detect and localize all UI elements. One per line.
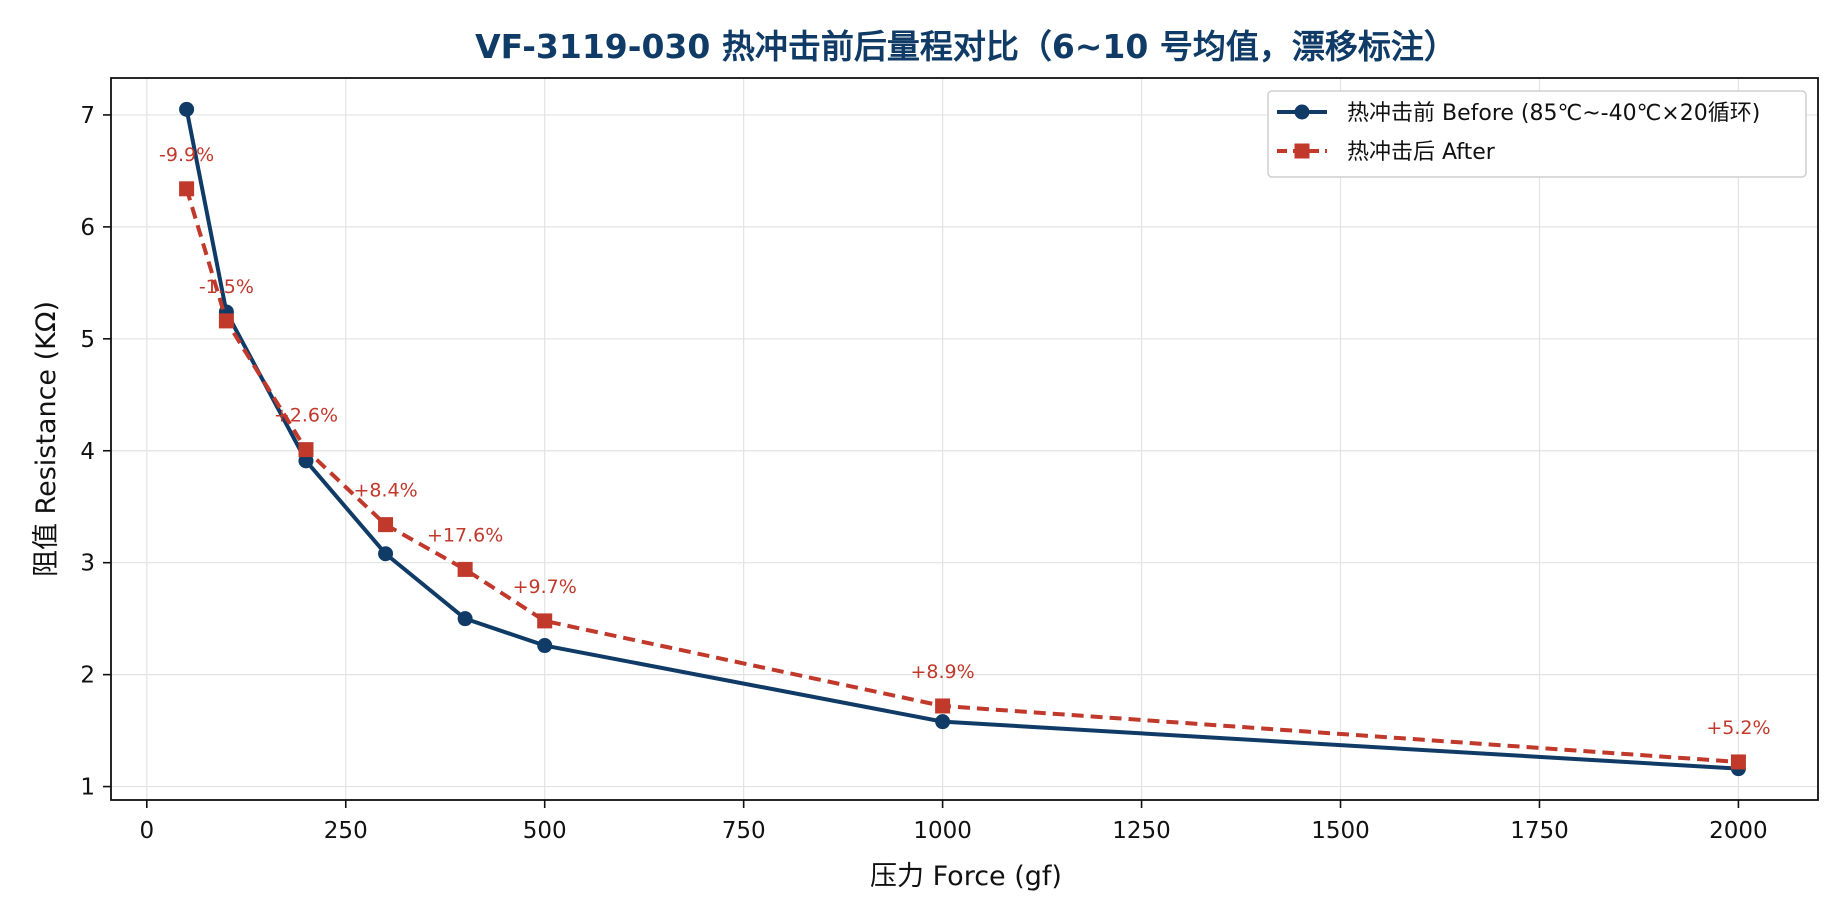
data-point-after — [935, 698, 951, 714]
y-tick-label: 7 — [80, 103, 95, 129]
series-layer — [179, 101, 1746, 777]
data-point-after — [537, 613, 553, 629]
data-point-after — [378, 517, 394, 533]
data-point-after — [298, 442, 314, 458]
legend-label-before: 热冲击前 Before (85℃~-40℃×20循环) — [1347, 101, 1760, 126]
drift-annotation: +9.7% — [513, 576, 577, 598]
drift-annotations: -9.9% -1.5% +2.6% +8.4% +17.6% +9.7% +8.9% +5.2… — [159, 144, 1770, 739]
x-tick-label: 1000 — [913, 818, 972, 844]
data-point-after — [1730, 754, 1746, 770]
series-line-after — [184, 188, 1739, 764]
y-tick-label: 5 — [80, 327, 95, 353]
y-tick-label: 6 — [80, 215, 95, 241]
drift-annotation: +5.2% — [1706, 717, 1770, 739]
drift-annotation: +17.6% — [427, 524, 503, 546]
y-axis-ticks: 1 2 3 4 5 6 7 — [80, 103, 111, 801]
data-point-before — [179, 101, 195, 117]
x-axis-ticks: 0 250 500 750 1000 1250 1500 1750 2000 — [139, 800, 1768, 844]
series-line-before — [184, 108, 1739, 771]
drift-annotation: -1.5% — [199, 276, 254, 298]
y-axis-label: 阻值 Resistance (KΩ) — [31, 301, 62, 577]
data-point-after — [179, 181, 195, 197]
y-tick-label: 4 — [80, 439, 95, 465]
x-tick-label: 1250 — [1112, 818, 1171, 844]
x-axis-label: 压力 Force (gf) — [870, 861, 1062, 892]
data-point-after — [218, 313, 234, 329]
legend-marker-before — [1294, 104, 1310, 120]
drift-annotation: -9.9% — [159, 144, 214, 166]
x-tick-label: 1500 — [1311, 818, 1370, 844]
x-tick-label: 250 — [324, 818, 368, 844]
drift-annotation: +2.6% — [274, 405, 338, 427]
x-tick-label: 500 — [523, 818, 567, 844]
data-point-before — [935, 714, 951, 730]
drift-annotation: +8.9% — [911, 661, 975, 683]
chart-title: VF-3119-030 热冲击前后量程对比（6~10 号均值，漂移标注） — [475, 27, 1457, 66]
x-tick-label: 2000 — [1709, 818, 1768, 844]
legend: 热冲击前 Before (85℃~-40℃×20循环) 热冲击后 After — [1267, 90, 1807, 178]
data-point-before — [457, 611, 473, 627]
legend-label-after: 热冲击后 After — [1347, 140, 1496, 165]
data-point-before — [378, 546, 394, 562]
data-point-before — [537, 638, 553, 654]
grid — [111, 78, 1818, 800]
drift-annotation: +8.4% — [353, 480, 417, 502]
data-point-after — [457, 561, 473, 577]
plot-area-frame — [110, 77, 1819, 801]
legend-box — [1267, 90, 1807, 178]
x-tick-label: 0 — [139, 818, 154, 844]
x-tick-label: 750 — [722, 818, 766, 844]
y-tick-label: 2 — [80, 663, 95, 689]
legend-marker-after — [1294, 143, 1310, 159]
y-tick-label: 1 — [80, 775, 95, 801]
x-tick-label: 1750 — [1510, 818, 1569, 844]
y-tick-label: 3 — [80, 551, 95, 577]
